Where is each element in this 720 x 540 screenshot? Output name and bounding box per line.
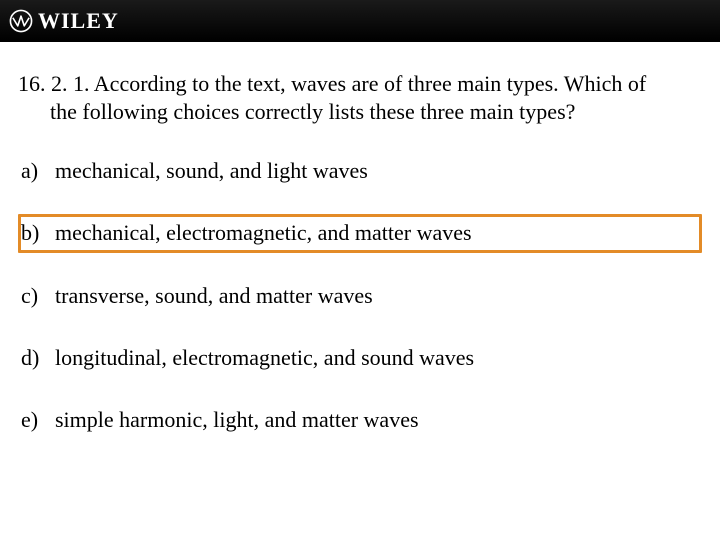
question-text: 16. 2. 1. According to the text, waves a… bbox=[18, 70, 702, 126]
choice-e[interactable]: e) simple harmonic, light, and matter wa… bbox=[18, 401, 702, 439]
choice-text: simple harmonic, light, and matter waves bbox=[55, 406, 419, 434]
choice-c[interactable]: c) transverse, sound, and matter waves bbox=[18, 277, 702, 315]
choice-letter: b) bbox=[21, 219, 47, 247]
slide-body: 16. 2. 1. According to the text, waves a… bbox=[0, 42, 720, 540]
choice-letter: d) bbox=[21, 344, 47, 372]
choice-b[interactable]: b) mechanical, electromagnetic, and matt… bbox=[18, 214, 702, 252]
choice-letter: a) bbox=[21, 157, 47, 185]
question-line-2: the following choices correctly lists th… bbox=[18, 98, 702, 126]
answer-choices: a) mechanical, sound, and light waves b)… bbox=[18, 152, 702, 439]
slide: WILEY 16. 2. 1. According to the text, w… bbox=[0, 0, 720, 540]
choice-text: transverse, sound, and matter waves bbox=[55, 282, 373, 310]
choice-letter: c) bbox=[21, 282, 47, 310]
choice-a[interactable]: a) mechanical, sound, and light waves bbox=[18, 152, 702, 190]
choice-text: mechanical, electromagnetic, and matter … bbox=[55, 219, 472, 247]
publisher-name: WILEY bbox=[38, 8, 119, 34]
wiley-mark-icon bbox=[8, 8, 34, 34]
question-line-1: 16. 2. 1. According to the text, waves a… bbox=[18, 70, 702, 98]
choice-d[interactable]: d) longitudinal, electromagnetic, and so… bbox=[18, 339, 702, 377]
choice-text: mechanical, sound, and light waves bbox=[55, 157, 368, 185]
choice-text: longitudinal, electromagnetic, and sound… bbox=[55, 344, 474, 372]
choice-letter: e) bbox=[21, 406, 47, 434]
publisher-logo: WILEY bbox=[8, 8, 119, 34]
header-bar: WILEY bbox=[0, 0, 720, 42]
